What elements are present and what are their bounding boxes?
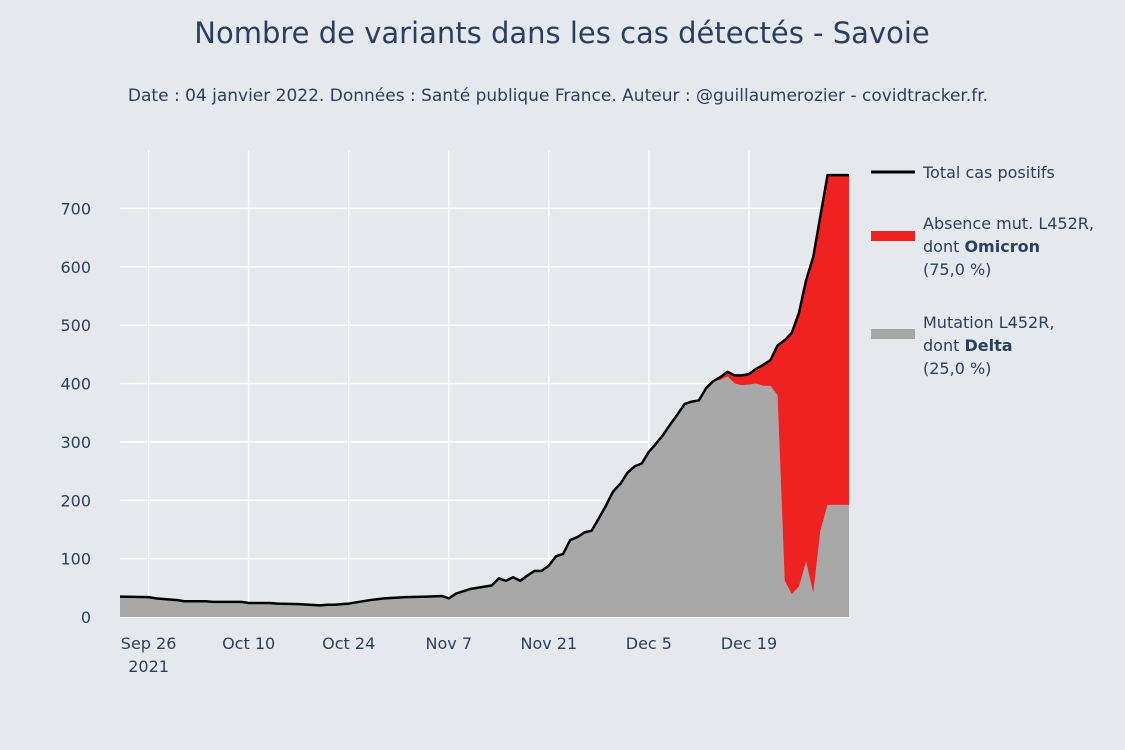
y-tick-label-3: 300	[60, 433, 91, 452]
legend-label-delta-line1: Mutation L452R,	[923, 313, 1054, 332]
line-total-cas-positifs	[119, 173, 849, 607]
x-tick-label-2: Oct 24	[322, 634, 375, 653]
x-tick-label-4: Nov 21	[520, 634, 577, 653]
legend-swatch-omicron	[871, 231, 915, 241]
y-tick-label-4: 400	[60, 375, 91, 394]
y-tick-label-7: 700	[60, 199, 91, 218]
legend-label-total: Total cas positifs	[922, 163, 1055, 182]
y-tick-label-2: 200	[60, 491, 91, 510]
area-delta	[120, 376, 849, 617]
x-tick-label-5: Dec 5	[626, 634, 672, 653]
legend-label-delta-variant: Delta	[964, 336, 1012, 355]
series-areas	[120, 175, 849, 617]
chart-subtitle: Date : 04 janvier 2022. Données : Santé …	[128, 86, 988, 106]
x-tick-label-6: Dec 19	[721, 634, 777, 653]
legend-label-omicron-variant: Omicron	[964, 237, 1040, 256]
series-lines	[119, 173, 849, 607]
legend-label-delta-line2: dont Delta	[923, 336, 1013, 355]
x-axis: Sep 26 2021 Oct 10 Oct 24 Nov 7 Nov 21 Dec 5 De…	[121, 634, 777, 676]
legend-label-delta-prefix: dont	[923, 336, 964, 355]
legend-label-omicron-prefix: dont	[923, 237, 964, 256]
legend-label-omicron-line2: dont Omicron	[923, 237, 1040, 256]
y-tick-label-1: 100	[60, 550, 91, 569]
y-tick-label-0: 0	[81, 608, 91, 627]
x-tick-label-1: Oct 10	[222, 634, 275, 653]
x-tick-sublabel-0: 2021	[128, 657, 169, 676]
x-tick-label-3: Nov 7	[426, 634, 473, 653]
plot-area	[119, 150, 849, 618]
chart-title: Nombre de variants dans les cas détectés…	[194, 16, 929, 50]
legend-label-omicron-line3: (75,0 %)	[923, 260, 991, 279]
x-tick-label-0: Sep 26	[121, 634, 177, 653]
y-axis: 0 100 200 300 400 500 600 700	[60, 199, 91, 627]
legend-swatch-delta	[871, 329, 915, 339]
y-tick-label-5: 500	[60, 316, 91, 335]
y-tick-label-6: 600	[60, 258, 91, 277]
legend: Total cas positifs Absence mut. L452R, don…	[871, 163, 1094, 378]
legend-label-delta-line3: (25,0 %)	[923, 359, 991, 378]
legend-label-omicron-line1: Absence mut. L452R,	[923, 214, 1094, 233]
